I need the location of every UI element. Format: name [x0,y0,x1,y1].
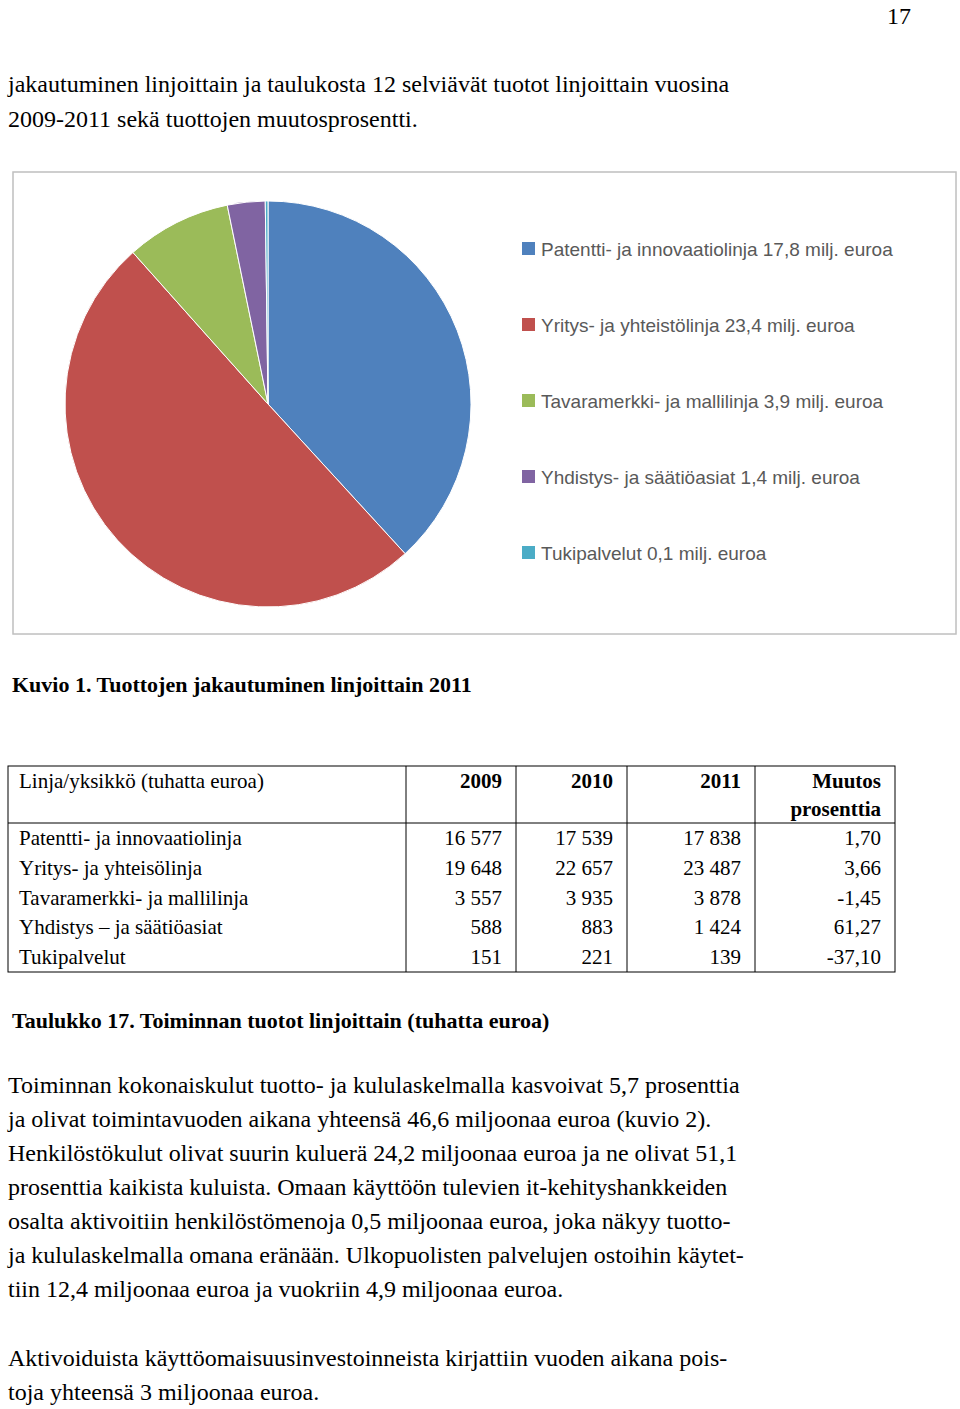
table-cell: -1,45 [837,886,881,910]
table-cell: 221 [582,945,614,969]
table-caption: Taulukko 17. Toiminnan tuotot linjoittai… [12,1008,549,1033]
legend-swatch [522,242,535,255]
body-line: toja yhteensä 3 miljoonaa euroa. [8,1379,319,1405]
table-header-cell: Muutosprosenttia [790,769,881,821]
legend-entry: Tukipalvelut 0,1 milj. euroa [541,543,767,564]
body-line: Toiminnan kokonaiskulut tuotto- ja kulul… [8,1072,740,1098]
legend-entry: Yhdistys- ja säätiöasiat 1,4 milj. euroa [541,467,860,488]
intro-line: jakautuminen linjoittain ja taulukosta 1… [7,71,730,97]
body-line: tiin 12,4 miljoonaa euroa ja vuokriin 4,… [8,1276,563,1302]
table-cell: 151 [471,945,503,969]
table-cell: 3 878 [694,886,741,910]
table-header-cell: Linja/yksikkö (tuhatta euroa) [19,769,264,793]
page: 17 jakautuminen linjoittain ja taulukosta… [0,0,960,1409]
legend-entry: Yritys- ja yhteistölinja 23,4 milj. euro… [541,315,855,336]
body-line: ja olivat toimintavuoden aikana yhteensä… [7,1106,711,1132]
caption-label: Taulukko 17. [12,1008,135,1033]
table-cell: 3 935 [566,886,613,910]
table-col-line [516,766,517,972]
body-line: ja kululaskelmalla omana eränään. Ulkopu… [7,1242,744,1268]
legend-swatch [522,546,535,559]
table-cell: 883 [582,915,614,939]
table-cell: Patentti- ja innovaatiolinja [19,826,242,850]
legend: Patentti- ja innovaatiolinja 17,8 milj. … [522,239,893,564]
body-line: Henkilöstökulut olivat suurin kuluerä 24… [8,1140,737,1166]
page-number: 17 [887,3,911,29]
table-cell: -37,10 [827,945,881,969]
table-header-cell: 2009 [460,769,502,793]
legend-entry: Tavaramerkki- ja mallilinja 3,9 milj. eu… [541,391,884,412]
table-cell: 588 [471,915,503,939]
intro-line: 2009-2011 sekä tuottojen muutosprosentti… [8,106,418,132]
table-cell: Yritys- ja yhteisölinja [19,856,203,880]
caption-text: Tuottojen jakautuminen linjoittain 2011 [97,672,472,697]
table-cell: 19 648 [444,856,502,880]
table-col-line [406,766,407,972]
legend-swatch [522,470,535,483]
table: Linja/yksikkö (tuhatta euroa) 2009 2010 201… [8,766,895,972]
table-col-line [627,766,628,972]
body-line: osalta aktivoitiin henkilöstömenoja 0,5 … [8,1208,731,1234]
table-header-cell: 2011 [700,769,741,793]
pie [65,201,471,607]
chart-frame [13,172,956,634]
table-cell: 16 577 [444,826,502,850]
table-cell: 3 557 [455,886,502,910]
pie-slice [265,201,268,404]
table-cell: 1 424 [694,915,742,939]
table-cell: Tavaramerkki- ja mallilinja [19,886,249,910]
legend-swatch [522,318,535,331]
table-cell: Yhdistys – ja säätiöasiat [19,915,223,939]
table-cell: 22 657 [555,856,613,880]
table-border [8,766,895,972]
body-line: prosenttia kaikista kuluista. Omaan käyt… [8,1174,727,1200]
table-cell: 1,70 [844,826,881,850]
table-cell: 139 [710,945,742,969]
table-cell: 3,66 [844,856,881,880]
table-cell: 61,27 [834,915,881,939]
caption-label: Kuvio 1. [12,672,91,697]
caption-text: Toiminnan tuotot linjoittain (tuhatta eu… [140,1008,550,1033]
table-header-cell: 2010 [571,769,613,793]
pie-slice [227,201,268,404]
figure-caption: Kuvio 1. Tuottojen jakautuminen linjoitt… [12,672,472,697]
table-cell: 17 838 [683,826,741,850]
body-line: Aktivoiduista käyttöomaisuusinvestoinnei… [8,1345,727,1371]
table-cell: 23 487 [683,856,741,880]
table-cell: Tukipalvelut [19,945,126,969]
legend-swatch [522,394,535,407]
table-header-line [8,823,895,824]
legend-entry: Patentti- ja innovaatiolinja 17,8 milj. … [541,239,893,260]
table-cell: 17 539 [555,826,613,850]
table-col-line [755,766,756,972]
